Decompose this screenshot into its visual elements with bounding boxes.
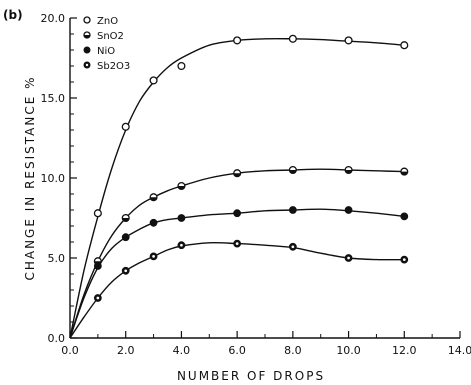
point-nio: [344, 206, 353, 214]
point-sno2: [121, 213, 130, 223]
point-zno: [400, 41, 409, 50]
point-nio: [149, 218, 158, 227]
legend-label-sb2o3: Sb2O3: [97, 61, 130, 72]
point-zno: [93, 209, 102, 218]
point-nio: [177, 214, 186, 222]
point-sno2: [149, 193, 158, 202]
legend: ZnO SnO2 NiO Sb2O3: [83, 16, 130, 72]
legend-label-sno2: SnO2: [97, 31, 124, 42]
point-nio: [288, 206, 297, 214]
point-sno2: [288, 165, 297, 175]
point-sb2o3: [177, 241, 186, 250]
y-tick-label: 15.0: [41, 92, 66, 105]
point-zno: [344, 36, 353, 45]
fitted-curves: [69, 37, 405, 339]
point-nio: [233, 209, 242, 218]
y-tick-label: 5.0: [48, 252, 66, 265]
point-sb2o3: [288, 242, 297, 251]
point-zno: [288, 34, 297, 43]
x-tick-label: 10.0: [336, 344, 361, 357]
point-nio: [121, 233, 130, 242]
point-sb2o3: [121, 266, 130, 275]
point-zno: [149, 76, 158, 85]
x-tick-label: 4.0: [173, 344, 191, 357]
legend-label-nio: NiO: [97, 46, 115, 57]
y-tick-label: 10.0: [41, 172, 66, 185]
legend-marker-sb2o3: [83, 61, 91, 69]
y-tick-label: 0.0: [48, 332, 66, 345]
point-sb2o3: [149, 252, 158, 261]
point-sno2: [344, 165, 353, 175]
point-sb2o3: [344, 254, 353, 262]
point-sb2o3: [93, 294, 102, 302]
legend-marker-nio: [83, 46, 91, 54]
legend-marker-zno: [83, 16, 91, 24]
y-axis-label: CHANGE IN RESISTANCE %: [23, 75, 37, 280]
point-zno: [121, 122, 130, 131]
panel-label: (b): [3, 8, 23, 22]
legend-marker-sno2: [83, 31, 91, 39]
x-tick-label: 12.0: [392, 344, 417, 357]
point-nio: [400, 212, 409, 221]
x-axis-label: NUMBER OF DROPS: [177, 369, 325, 383]
x-tick-label: 6.0: [228, 344, 246, 357]
x-tick-label: 14.0: [448, 344, 471, 357]
point-zno: [233, 36, 242, 45]
point-zno: [177, 61, 186, 71]
point-sno2: [177, 181, 186, 191]
curve-sb2o3: [69, 242, 405, 339]
point-sno2: [233, 169, 242, 178]
data-points: [93, 34, 409, 302]
y-tick-label: 20.0: [41, 12, 66, 25]
point-sb2o3: [233, 239, 242, 248]
point-sno2: [400, 167, 409, 176]
axes: 0.0 2.0 4.0 6.0 8.0 10.0 12.0 14.0 0.0 5.0 10.0 15.…: [41, 12, 471, 357]
curve-zno: [69, 37, 405, 339]
x-tick-label: 2.0: [117, 344, 135, 357]
point-sb2o3: [400, 255, 409, 264]
curve-sno2: [69, 168, 405, 339]
curve-nio: [69, 208, 405, 339]
x-tick-label: 8.0: [284, 344, 302, 357]
x-tick-label: 0.0: [61, 344, 79, 357]
point-nio: [93, 262, 102, 270]
legend-label-zno: ZnO: [97, 16, 118, 27]
